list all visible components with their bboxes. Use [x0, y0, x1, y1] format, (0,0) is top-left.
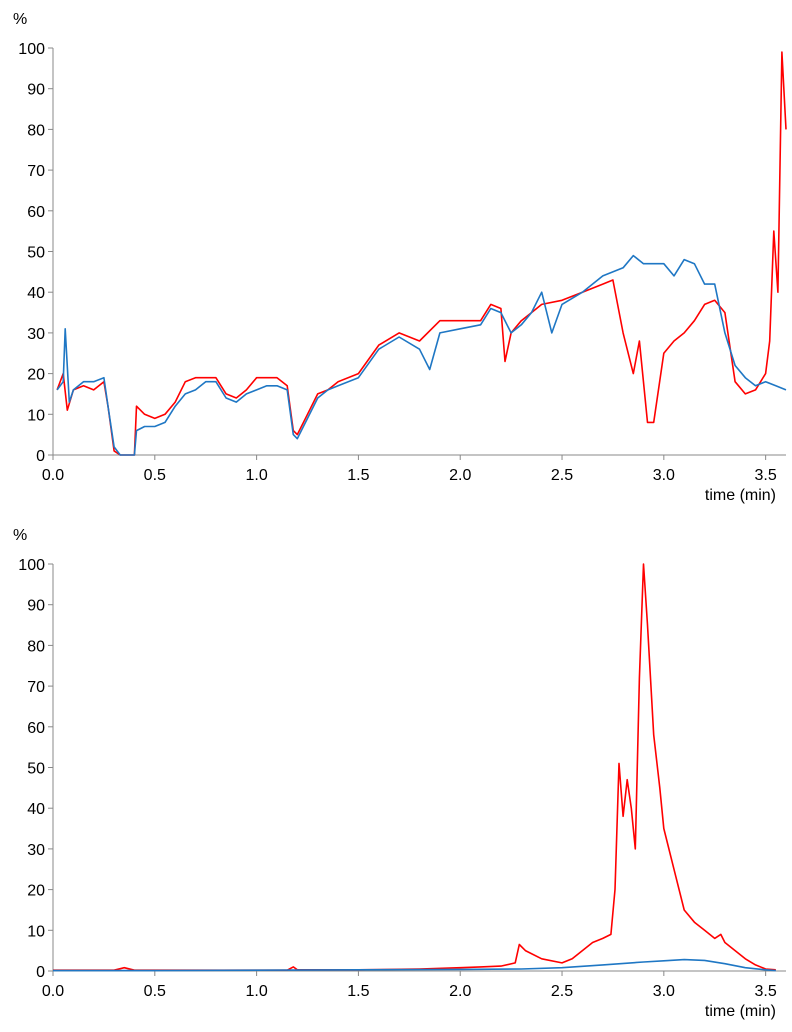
x-tick-label: 2.0: [449, 983, 471, 1000]
y-tick-label: 100: [18, 557, 45, 574]
chart-bottom: 0 10 20 30 40 50 60 70 80 90 100 0.0 0.5 1.0 1.5 2.0 2.5…: [13, 527, 786, 1020]
x-tick-label: 1.5: [347, 983, 369, 1000]
y-tick-label: 50: [27, 245, 45, 262]
y-tick-label: 0: [36, 964, 45, 981]
y-tick-label: 90: [27, 598, 45, 615]
y-tick-label: 30: [27, 326, 45, 343]
series-line-1: [53, 563, 776, 972]
y-tick-label: 10: [27, 407, 45, 424]
y-tick-label: 60: [27, 720, 45, 737]
y-tick-label: 40: [27, 285, 45, 302]
chart-top: 0 10 20 30 40 50 60 70 80 90 100 0.0 0.5 1.0 1.5 2.0 2.5…: [13, 11, 787, 504]
y-tick-label: 20: [27, 883, 45, 900]
x-axis-label: time (min): [705, 1003, 776, 1020]
x-tick-label: 0.0: [42, 983, 64, 1000]
y-tick-label: 0: [36, 448, 45, 465]
y-tick-label: 70: [27, 163, 45, 180]
y-tick-label: 70: [27, 679, 45, 696]
x-tick-label: 2.0: [449, 467, 471, 484]
y-axis-label: %: [13, 11, 27, 28]
y-tick-label: 60: [27, 204, 45, 221]
y-tick-label: 80: [27, 638, 45, 655]
x-tick-label: 3.5: [755, 467, 777, 484]
y-tick-label: 20: [27, 367, 45, 384]
x-tick-label: 0.0: [42, 467, 64, 484]
x-tick-label: 2.5: [551, 467, 573, 484]
y-axis-label: %: [13, 527, 27, 544]
y-tick-label: 100: [18, 41, 45, 58]
y-tick-label: 40: [27, 801, 45, 818]
y-tick-label: 50: [27, 761, 45, 778]
x-tick-label: 1.5: [347, 467, 369, 484]
x-tick-label: 1.0: [245, 467, 267, 484]
x-tick-label: 2.5: [551, 983, 573, 1000]
x-axis-label: time (min): [705, 487, 776, 504]
x-tick-label: 3.5: [755, 983, 777, 1000]
x-tick-label: 3.0: [653, 983, 675, 1000]
x-tick-label: 1.0: [245, 983, 267, 1000]
y-tick-label: 30: [27, 842, 45, 859]
x-tick-label: 3.0: [653, 467, 675, 484]
x-tick-label: 0.5: [144, 983, 166, 1000]
y-tick-label: 10: [27, 923, 45, 940]
y-tick-label: 80: [27, 122, 45, 139]
series-line-2: [56, 254, 787, 456]
x-tick-label: 0.5: [144, 467, 166, 484]
y-tick-label: 90: [27, 82, 45, 99]
series-line-2: [53, 958, 776, 972]
series-line-1: [56, 51, 787, 456]
